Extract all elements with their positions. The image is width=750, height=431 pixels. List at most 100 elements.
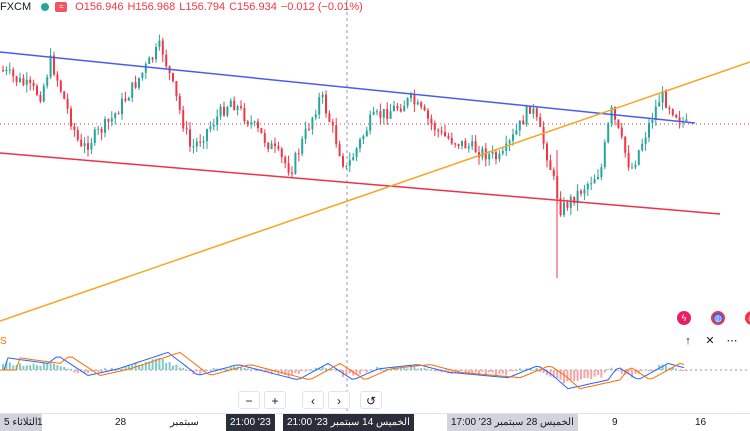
macd-histogram-bar [515, 370, 518, 371]
candle-body [304, 128, 307, 139]
candle-body [665, 91, 667, 108]
candle-body [328, 113, 331, 122]
macd-histogram-bar [450, 370, 453, 374]
candle-body [192, 146, 195, 148]
macd-histogram-bar [318, 367, 321, 370]
reset-chart-button[interactable]: ↺ [360, 391, 382, 409]
macd-histogram-bar [335, 370, 338, 372]
close-icon[interactable]: ✕ [705, 335, 715, 347]
candle-body [423, 106, 426, 111]
candle-body [631, 167, 633, 169]
macd-histogram-bar [501, 370, 504, 374]
macd-histogram-bar [552, 370, 555, 378]
macd-histogram-bar [488, 370, 491, 373]
chart-grid [0, 0, 750, 412]
macd-histogram-bar [165, 362, 168, 370]
candle-body [2, 70, 4, 72]
candle-body [420, 102, 423, 107]
candle-body [518, 120, 521, 131]
candle-body [658, 102, 661, 107]
candle-body [593, 179, 596, 184]
candle-body [172, 73, 174, 82]
candle-body [369, 114, 372, 131]
candle-body [121, 98, 123, 115]
candle-body [450, 138, 453, 144]
macd-histogram-bar [474, 370, 477, 373]
candle-body [437, 130, 440, 132]
candle-body [440, 131, 443, 133]
scroll-left-button[interactable]: ‹ [302, 391, 324, 409]
move-up-icon[interactable]: ↑ [685, 335, 691, 347]
close-value: C156.934 [229, 1, 277, 13]
zoom-in-button[interactable]: + [264, 391, 286, 409]
macd-histogram-bar [134, 362, 137, 370]
candle-body [614, 107, 616, 120]
macd-histogram-bar [168, 362, 171, 370]
macd-histogram-bar [481, 370, 484, 372]
globe-icon[interactable]: ◍ [711, 311, 725, 325]
macd-histogram-bar [240, 367, 242, 370]
symbol-name[interactable]: FXCM [0, 1, 32, 13]
macd-histogram-bar [314, 367, 317, 370]
candle-body [284, 157, 287, 164]
more-icon[interactable]: ⋯ [726, 335, 738, 347]
low-value: L156.794 [179, 1, 226, 13]
candle-body [325, 94, 327, 114]
flash-icon[interactable]: ϟ [677, 311, 691, 325]
macd-histogram-bar [637, 370, 640, 374]
alert-icon[interactable]: ◉ [745, 311, 750, 325]
xaxis-label-4: سبتمبر [170, 417, 199, 428]
candle-body [267, 142, 270, 150]
candle-body [59, 80, 62, 92]
candle-body [338, 144, 341, 156]
time-axis[interactable]: الثلاثاء 5 1 28 سبتمبر 21:00 '23 21:00 '… [0, 413, 750, 431]
xaxis-selected-label: 17:00 '23 الخميس 28 سبتمبر [447, 414, 578, 431]
candle-body [620, 127, 623, 137]
change-value: −0.012 (−0.01%) [280, 1, 363, 13]
candle-body [376, 111, 378, 113]
candle-body [5, 69, 8, 72]
candle-body [573, 196, 576, 204]
macd-histogram-bar [138, 364, 140, 370]
price-chart[interactable] [0, 0, 750, 413]
macd-histogram-bar [556, 370, 559, 379]
candle-body [413, 93, 416, 105]
candle-body [53, 55, 55, 75]
macd-histogram-bar [189, 370, 191, 372]
candle-body [216, 116, 219, 126]
macd-histogram-bar [505, 370, 508, 376]
candle-body [314, 114, 317, 118]
candle-body [569, 196, 572, 208]
zoom-out-button[interactable]: − [238, 391, 260, 409]
candle-body [318, 97, 321, 115]
equals-icon[interactable]: = [55, 2, 68, 12]
macd-histogram-bar [566, 370, 569, 382]
candle-body [522, 120, 525, 125]
candle-body [627, 152, 630, 168]
macd-histogram-bar [250, 370, 253, 372]
candle-body [151, 57, 154, 60]
macd-histogram-bar [56, 365, 59, 370]
macd-histogram-bar [195, 370, 198, 372]
macd-histogram-bar [233, 366, 236, 370]
macd-histogram-bar [104, 368, 106, 370]
candle-body [253, 121, 256, 123]
macd-histogram-bar [641, 370, 644, 371]
macd-histogram-bar [144, 361, 147, 370]
candle-body [257, 121, 259, 129]
candle-body [49, 55, 52, 78]
macd-histogram-bar [59, 366, 62, 370]
candle-body [539, 117, 542, 127]
macd-histogram-bar [267, 370, 270, 373]
macd-histogram-bar [675, 368, 678, 370]
candle-body [148, 57, 151, 65]
macd-histogram-bar [12, 365, 15, 370]
macd-histogram-bar [471, 370, 474, 374]
candle-body [141, 72, 144, 78]
macd-histogram-bar [427, 369, 429, 371]
macd-histogram-bar [172, 365, 174, 370]
scroll-right-button[interactable]: › [328, 391, 350, 409]
macd-histogram-bar [583, 370, 586, 378]
candle-body [580, 190, 582, 194]
macd-histogram-bar [36, 365, 38, 370]
